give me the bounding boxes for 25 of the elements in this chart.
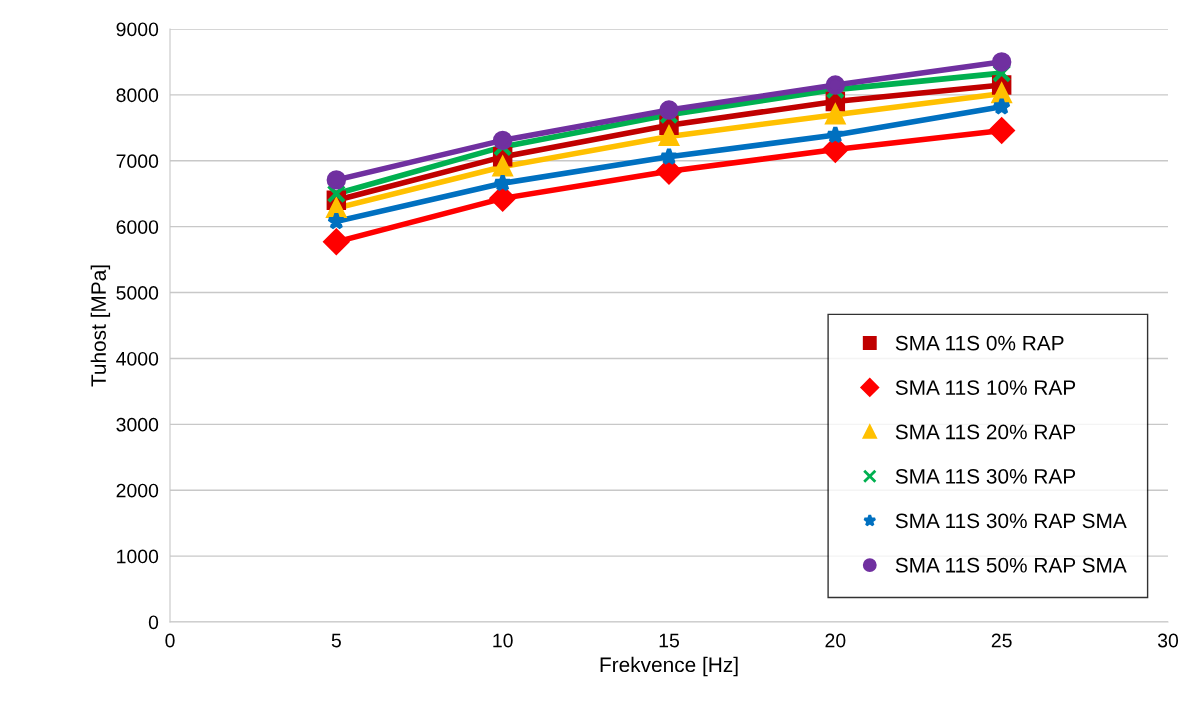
y-tick-label: 8000	[116, 88, 159, 103]
y-tick-label: 3000	[116, 417, 159, 432]
legend-label: SMA 11S 30% RAP	[895, 469, 1076, 484]
y-tick-label: 5000	[116, 286, 159, 300]
legend-label: SMA 11S 30% RAP SMA	[895, 513, 1127, 529]
x-tick-label: 30	[1157, 633, 1179, 648]
y-tick-label: 0	[148, 615, 159, 630]
y-tick-label: 6000	[116, 220, 159, 234]
x-tick-label: 10	[493, 633, 513, 648]
legend-label: SMA 11S 0% RAP	[895, 335, 1064, 351]
y-tick-label: 1000	[117, 549, 159, 564]
legend-label: SMA 11S 20% RAP	[895, 424, 1076, 440]
y-tick-label: 4000	[116, 351, 159, 366]
x-tick-label: 25	[991, 633, 1012, 648]
x-tick-label: 0	[165, 633, 175, 648]
x-tick-label: 5	[331, 633, 341, 648]
y-tick-label: 2000	[116, 483, 159, 498]
legend-label: SMA 11S 50% RAP SMA	[895, 557, 1127, 573]
y-tick-label: 9000	[116, 22, 159, 37]
y-tick-label: 7000	[116, 154, 159, 169]
y-axis-title: Tuhost [MPa]	[90, 265, 111, 387]
legend-label: SMA 11S 10% RAP	[895, 380, 1076, 395]
x-tick-label: 15	[659, 633, 679, 648]
x-axis-title: Frekvence [Hz]	[600, 656, 738, 677]
x-tick-label: 20	[825, 633, 846, 648]
